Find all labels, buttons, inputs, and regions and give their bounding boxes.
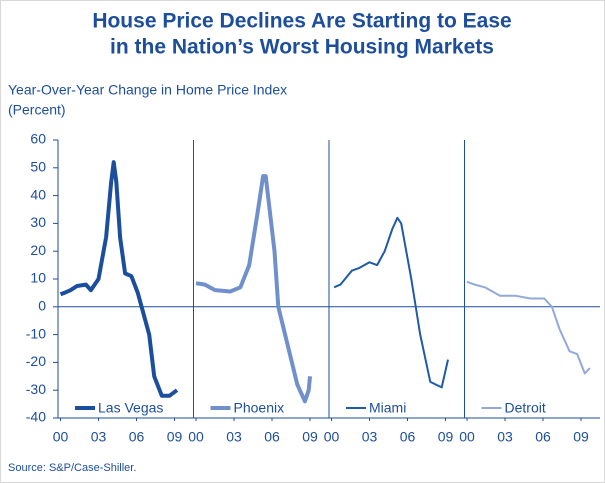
x-tick-label: 09 — [167, 429, 183, 445]
chart-title: in the Nation’s Worst Housing Markets — [110, 36, 494, 59]
x-tick-label: 06 — [535, 429, 551, 445]
x-tick-label: 00 — [459, 429, 475, 445]
legend-label: Las Vegas — [98, 400, 163, 416]
y-axis-label: Year-Over-Year Change in Home Price Inde… — [8, 82, 287, 98]
y-tick-label: -20 — [26, 353, 46, 369]
x-tick-label: 03 — [497, 429, 513, 445]
series-line — [466, 280, 591, 375]
y-tick-label: 40 — [30, 186, 46, 202]
y-tick-label: 10 — [30, 270, 46, 286]
y-tick-label: -10 — [26, 325, 46, 341]
y-tick-label: -40 — [26, 409, 46, 425]
y-tick-label: 20 — [30, 242, 46, 258]
y-axis-label: (Percent) — [8, 102, 66, 118]
y-tick-label: 60 — [30, 131, 46, 147]
legend-label: Detroit — [505, 400, 546, 416]
x-tick-label: 06 — [264, 429, 280, 445]
x-tick-label: 00 — [324, 429, 340, 445]
x-tick-label: 03 — [226, 429, 242, 445]
legend-label: Phoenix — [234, 400, 285, 416]
source: Source: S&P/Case-Shiller. — [8, 462, 136, 474]
x-tick-label: 00 — [53, 429, 69, 445]
x-tick-label: 03 — [91, 429, 107, 445]
y-tick-label: 50 — [30, 159, 46, 175]
legend-label: Miami — [369, 400, 406, 416]
x-tick-label: 03 — [362, 429, 378, 445]
y-tick-label: -30 — [26, 381, 46, 397]
y-tick-label: 30 — [30, 214, 46, 230]
y-tick-label: 0 — [38, 298, 46, 314]
series-line — [333, 216, 449, 389]
x-tick-label: 00 — [188, 429, 204, 445]
chart-title: House Price Declines Are Starting to Eas… — [92, 10, 511, 33]
x-tick-label: 06 — [400, 429, 416, 445]
series-line — [195, 174, 312, 404]
series-line — [59, 160, 179, 398]
x-tick-label: 09 — [573, 429, 589, 445]
x-tick-label: 09 — [302, 429, 318, 445]
x-tick-label: 06 — [129, 429, 145, 445]
x-tick-label: 09 — [438, 429, 454, 445]
